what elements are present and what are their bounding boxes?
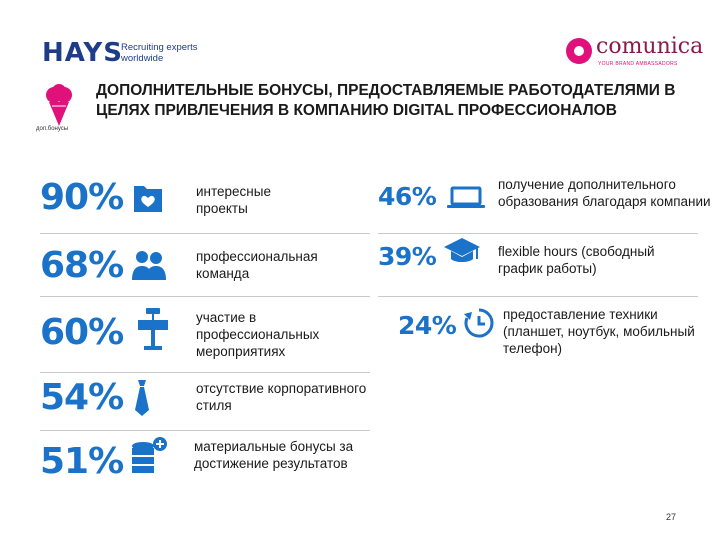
label-projects: интересные проекты [196, 184, 271, 216]
team-icon [132, 251, 166, 280]
divider [40, 372, 370, 373]
divider [378, 296, 698, 297]
ice-cream-icon [46, 84, 72, 126]
hays-logo: HAYS [42, 38, 123, 68]
percent-dresscode: 54% [40, 377, 124, 418]
bonus-label: доп.бонусы [36, 126, 69, 132]
divider [378, 233, 698, 234]
label-flexible-hours-rest: (свободный график работы) [498, 244, 655, 276]
divider [40, 296, 370, 297]
coins-plus-icon [132, 437, 167, 473]
label-events: участие в профессиональных мероприятиях [196, 310, 320, 359]
clock-refresh-icon [464, 308, 494, 338]
label-flexible-hours-bold: flexible hours [498, 244, 578, 259]
comunica-logo: comunica [596, 34, 704, 59]
comunica-logo-icon [566, 38, 592, 64]
percent-flexible-hours: 39% [378, 242, 437, 271]
hays-tagline: Recruiting experts worldwide [121, 42, 198, 64]
label-team: профессиональная команда [196, 249, 318, 281]
label-equipment: предоставление техники (планшет, ноутбук… [503, 307, 695, 356]
percent-team: 68% [40, 245, 124, 286]
graduation-cap-icon [444, 238, 480, 262]
folder-heart-icon [134, 186, 162, 212]
divider [40, 233, 370, 234]
percent-events: 60% [40, 312, 124, 353]
laptop-icon [447, 186, 485, 208]
page-title: ДОПОЛНИТЕЛЬНЫЕ БОНУСЫ, ПРЕДОСТАВЛЯЕМЫЕ Р… [96, 82, 676, 119]
podium-icon [138, 308, 168, 350]
page-number: 27 [666, 512, 677, 522]
label-flexible-hours: flexible hours (свободный график работы) [498, 243, 698, 277]
label-education: получение дополнительного образования бл… [498, 177, 711, 209]
percent-education: 46% [378, 182, 437, 211]
tie-icon [135, 380, 149, 416]
percent-projects: 90% [40, 177, 124, 218]
label-dresscode: отсутствие корпоративного стиля [196, 381, 367, 413]
divider [40, 430, 370, 431]
percent-bonuses: 51% [40, 441, 124, 482]
label-bonuses: материальные бонусы за достижение резуль… [194, 439, 354, 471]
percent-equipment: 24% [398, 311, 457, 340]
comunica-tagline: YOUR BRAND AMBASSADORS [598, 61, 678, 67]
